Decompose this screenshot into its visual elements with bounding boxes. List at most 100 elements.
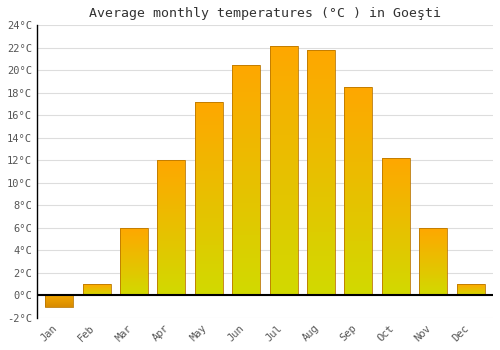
Bar xyxy=(232,189,260,194)
Bar xyxy=(120,231,148,232)
Bar xyxy=(45,297,74,298)
Bar xyxy=(419,286,447,287)
Bar xyxy=(270,186,297,190)
Bar xyxy=(45,298,74,299)
Bar xyxy=(419,258,447,259)
Bar xyxy=(344,229,372,233)
Bar xyxy=(307,276,335,281)
Bar xyxy=(419,241,447,243)
Bar xyxy=(382,273,410,276)
Bar xyxy=(232,129,260,134)
Bar xyxy=(120,268,148,270)
Bar xyxy=(382,177,410,180)
Bar xyxy=(158,201,186,204)
Bar xyxy=(344,154,372,158)
Bar xyxy=(307,114,335,119)
Bar xyxy=(158,250,186,252)
Bar xyxy=(307,187,335,192)
Bar xyxy=(158,220,186,223)
Bar xyxy=(158,171,186,174)
Bar xyxy=(232,106,260,111)
Bar xyxy=(307,266,335,271)
Bar xyxy=(419,278,447,279)
Bar xyxy=(158,225,186,228)
Bar xyxy=(270,140,297,146)
Bar xyxy=(120,286,148,287)
Bar xyxy=(232,222,260,226)
Bar xyxy=(195,280,223,284)
Bar xyxy=(307,128,335,133)
Bar xyxy=(232,175,260,180)
Bar xyxy=(307,202,335,207)
Bar xyxy=(382,260,410,262)
Bar xyxy=(270,290,297,295)
Bar xyxy=(419,285,447,286)
Bar xyxy=(158,166,186,168)
Bar xyxy=(195,195,223,198)
Bar xyxy=(307,251,335,256)
Bar xyxy=(344,125,372,129)
Bar xyxy=(344,116,372,120)
Bar xyxy=(382,240,410,243)
Bar xyxy=(270,280,297,285)
Bar xyxy=(419,294,447,295)
Bar xyxy=(158,198,186,201)
Bar xyxy=(344,170,372,175)
Bar xyxy=(307,143,335,148)
Bar xyxy=(232,268,260,272)
Bar xyxy=(158,258,186,260)
Bar xyxy=(232,231,260,236)
Bar xyxy=(270,100,297,105)
Bar xyxy=(232,277,260,281)
Bar xyxy=(419,287,447,289)
Bar xyxy=(382,265,410,268)
Bar xyxy=(307,99,335,104)
Bar xyxy=(419,293,447,294)
Bar xyxy=(419,228,447,295)
Bar xyxy=(158,206,186,209)
Bar xyxy=(307,232,335,237)
Bar xyxy=(382,238,410,240)
Bar xyxy=(232,258,260,263)
Bar xyxy=(382,166,410,169)
Bar xyxy=(344,233,372,237)
Bar xyxy=(120,241,148,243)
Bar xyxy=(270,96,297,100)
Bar xyxy=(232,198,260,203)
Bar xyxy=(232,102,260,106)
Bar xyxy=(307,50,335,55)
Bar xyxy=(419,270,447,271)
Bar xyxy=(195,191,223,195)
Bar xyxy=(419,279,447,280)
Bar xyxy=(344,104,372,108)
Bar xyxy=(158,228,186,231)
Bar xyxy=(270,215,297,220)
Bar xyxy=(232,148,260,152)
Bar xyxy=(307,79,335,84)
Bar xyxy=(382,221,410,224)
Bar xyxy=(195,210,223,214)
Bar xyxy=(344,204,372,208)
Bar xyxy=(419,267,447,268)
Bar xyxy=(382,163,410,166)
Bar xyxy=(232,217,260,222)
Bar xyxy=(419,282,447,283)
Bar xyxy=(307,55,335,60)
Bar xyxy=(120,278,148,279)
Bar xyxy=(382,285,410,287)
Bar xyxy=(120,237,148,239)
Bar xyxy=(120,228,148,229)
Bar xyxy=(382,254,410,257)
Bar xyxy=(344,91,372,96)
Bar xyxy=(344,220,372,225)
Bar xyxy=(419,260,447,261)
Bar xyxy=(307,281,335,286)
Bar xyxy=(344,150,372,154)
Bar xyxy=(120,258,148,259)
Bar xyxy=(270,120,297,126)
Bar xyxy=(419,263,447,264)
Bar xyxy=(120,260,148,261)
Bar xyxy=(344,250,372,254)
Bar xyxy=(344,146,372,150)
Bar xyxy=(419,240,447,241)
